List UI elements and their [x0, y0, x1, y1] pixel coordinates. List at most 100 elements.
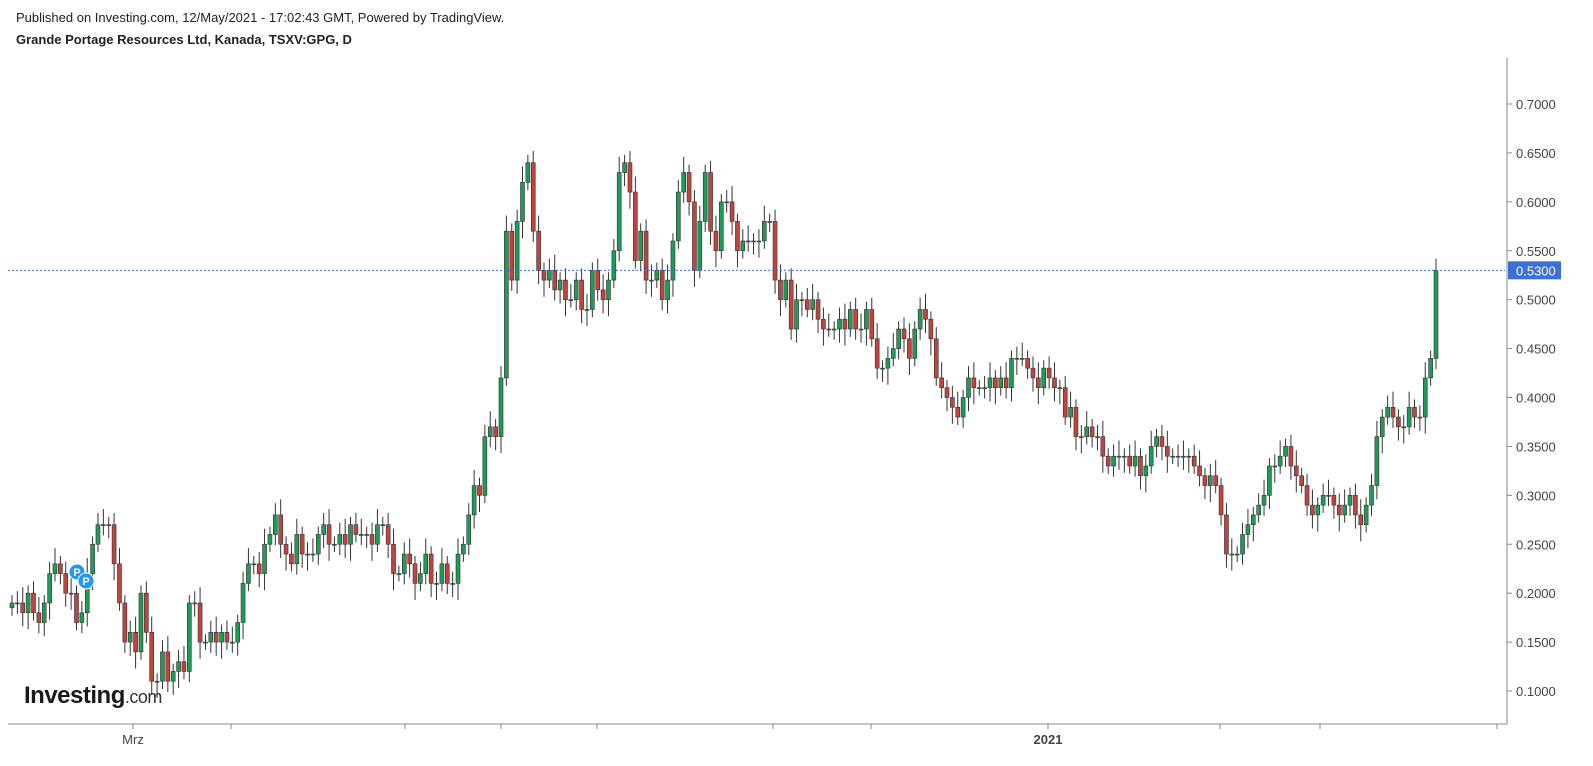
candle-body-up: [654, 270, 660, 281]
candle-body-down: [1390, 406, 1396, 418]
candle-body-up: [332, 543, 337, 546]
candle-body-down: [197, 602, 203, 643]
candle-body-down: [149, 631, 155, 682]
candle-body-up: [1277, 455, 1283, 467]
candle: [847, 301, 853, 337]
candle: [606, 272, 611, 317]
candle-body-down: [213, 631, 219, 643]
candle-body-down: [541, 270, 547, 281]
candle-body-up: [240, 583, 246, 623]
candle: [332, 536, 337, 553]
candle: [826, 313, 832, 337]
candle-body-up: [423, 553, 429, 574]
candle: [1417, 405, 1423, 431]
candle: [111, 512, 117, 581]
candle-body-up: [885, 358, 891, 369]
candle: [224, 620, 230, 650]
candle: [1261, 479, 1267, 516]
candle-body-up: [1041, 367, 1047, 389]
candle: [514, 209, 520, 294]
candle: [654, 262, 660, 288]
candle: [1154, 428, 1159, 458]
candle: [15, 591, 20, 614]
candle: [960, 389, 966, 428]
candle: [853, 297, 858, 340]
candle: [1256, 493, 1261, 523]
candle: [256, 552, 262, 588]
candle-body-down: [659, 270, 665, 300]
candle-body-down: [869, 309, 875, 340]
candle-body-down: [735, 221, 740, 252]
candle-body-up: [68, 592, 74, 595]
candle: [187, 595, 192, 683]
candle: [1143, 454, 1149, 493]
candle: [1385, 395, 1390, 425]
candle: [509, 223, 515, 291]
candle: [1218, 477, 1224, 526]
candle: [767, 213, 772, 233]
candle-body-up: [106, 524, 112, 526]
candle: [536, 215, 541, 285]
candle: [20, 587, 26, 627]
candle: [466, 503, 472, 556]
y-tick-label: 0.6500: [1516, 146, 1556, 161]
candle: [1374, 420, 1380, 500]
candle-body-up: [960, 397, 966, 418]
candle: [950, 385, 955, 424]
axes-group: 0.1000 0.1500 0.2000 0.2500 0.3000 0.3500 0.40…: [8, 58, 1556, 747]
candle-body-up: [450, 583, 455, 585]
candle-body-up: [1283, 446, 1288, 457]
candle: [154, 673, 160, 698]
candle-body-down: [444, 563, 450, 584]
candle-body-down: [1310, 504, 1315, 516]
candle: [584, 293, 590, 327]
candle: [375, 509, 380, 553]
candle: [1111, 444, 1116, 477]
candle-body-down: [1100, 436, 1106, 457]
candle-body-down: [971, 377, 977, 389]
candle-body-up: [1111, 455, 1116, 467]
candle: [1030, 356, 1036, 392]
candle-body-up: [235, 622, 240, 643]
candle-body-up: [439, 563, 445, 584]
candle: [912, 321, 918, 367]
candle-body-up: [1256, 504, 1261, 516]
candle-body-up: [514, 221, 520, 281]
candle-body-down: [283, 543, 289, 555]
candle: [622, 154, 627, 187]
candle-body-up: [1363, 504, 1369, 525]
candle: [498, 366, 504, 454]
candle-body-up: [1068, 406, 1073, 418]
candle: [708, 160, 713, 245]
candle: [659, 258, 665, 311]
candle: [1062, 375, 1068, 425]
candle: [160, 640, 165, 690]
candle: [25, 585, 31, 630]
candle: [1052, 362, 1057, 402]
y-tick-label: 0.2000: [1516, 586, 1556, 601]
candle-body-down: [821, 318, 826, 330]
candle-body-down: [944, 387, 950, 398]
candle-body-up: [315, 534, 321, 555]
candle-body-up: [1143, 465, 1149, 477]
candle-body-up: [364, 534, 369, 536]
candle-body-down: [477, 485, 482, 496]
candle-body-down: [1052, 377, 1057, 389]
candle: [450, 571, 455, 598]
candle: [901, 317, 907, 353]
candle: [1379, 409, 1385, 454]
candle: [1073, 399, 1079, 451]
candle: [686, 164, 692, 216]
logo-brand: Investing: [24, 682, 125, 709]
candle-body-up: [1208, 475, 1213, 486]
candle-body-up: [557, 279, 563, 291]
y-tick-label: 0.2500: [1516, 537, 1556, 552]
candle: [230, 626, 235, 653]
candle: [283, 536, 289, 571]
candle-body-down: [713, 230, 719, 252]
candle: [1191, 444, 1197, 474]
candle: [1132, 440, 1138, 477]
y-tick-label: 0.6000: [1516, 195, 1556, 210]
candle-body-up: [896, 328, 901, 349]
candle-body-up: [1417, 416, 1423, 419]
